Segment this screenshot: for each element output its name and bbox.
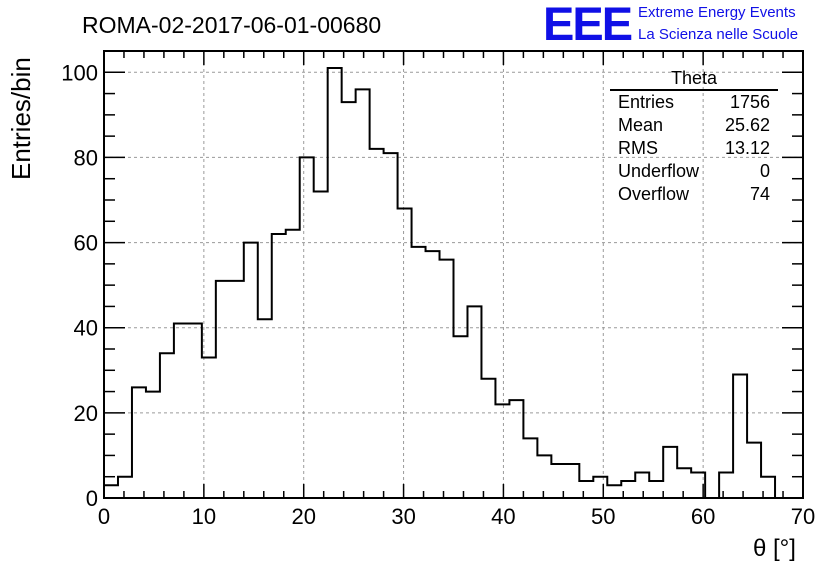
- histogram-bin: [565, 464, 579, 498]
- stats-row-mean: Mean 25.62: [610, 114, 778, 137]
- histogram-bin: [677, 468, 691, 498]
- histogram-bin: [384, 153, 398, 498]
- stats-title: Theta: [610, 68, 778, 91]
- histogram-bin: [509, 400, 523, 498]
- axes: [103, 50, 804, 499]
- x-tick-label: 10: [192, 504, 216, 529]
- x-tick-label: 40: [491, 504, 515, 529]
- histogram-bin: [174, 323, 188, 498]
- y-tick-label: 100: [61, 60, 98, 85]
- y-tick-label: 80: [74, 145, 98, 170]
- histogram-bin: [188, 323, 202, 498]
- histogram-bin: [356, 89, 370, 498]
- plot-frame: [103, 50, 804, 499]
- stats-value: 74: [749, 184, 770, 204]
- stats-row-entries: Entries 1756: [610, 91, 778, 114]
- y-tick-label: 0: [86, 486, 98, 511]
- histogram-bin: [719, 472, 733, 498]
- histogram-bin: [118, 477, 132, 498]
- histogram-bin: [328, 68, 342, 498]
- y-tick-label: 60: [74, 231, 98, 256]
- logo-subtitle-line1: Extreme Energy Events: [638, 4, 796, 21]
- histogram-outline: [103, 67, 803, 499]
- histogram-bin: [454, 336, 468, 498]
- histogram-bin: [495, 404, 509, 498]
- y-tick-label: 20: [74, 401, 98, 426]
- x-axis-label: θ [°]: [753, 535, 796, 562]
- stats-row-underflow: Underflow 0: [610, 160, 778, 183]
- histogram-bin: [635, 472, 649, 498]
- stats-row-rms: RMS 13.12: [610, 137, 778, 160]
- x-tick-label: 50: [591, 504, 615, 529]
- y-axis-label: Entries/bin: [6, 57, 36, 180]
- histogram-bin: [412, 247, 426, 498]
- stats-label: Underflow: [618, 161, 700, 181]
- stats-value: 25.62: [724, 115, 770, 135]
- histogram-bin: [733, 375, 747, 498]
- histogram-bin: [230, 281, 244, 498]
- histogram-bin: [132, 387, 146, 498]
- histogram-bin: [579, 481, 593, 498]
- histogram-bin: [216, 281, 230, 498]
- histogram-bin: [244, 243, 258, 498]
- histogram-bin: [649, 481, 663, 498]
- x-tick-label: 70: [791, 504, 815, 529]
- stats-rows: Entries 1756 Mean 25.62 RMS 13.12 Underflow 0 Ov…: [610, 91, 778, 206]
- stats-value: 0: [759, 161, 770, 181]
- logo-subtitle-line2: La Scienza nelle Scuole: [638, 26, 799, 43]
- histogram-bin: [146, 392, 160, 498]
- histogram-bin: [286, 230, 300, 498]
- histogram-bin: [467, 306, 481, 498]
- histogram-bin: [258, 319, 272, 498]
- histogram-bin: [523, 438, 537, 498]
- histogram-bin: [663, 447, 677, 498]
- histogram-bin: [747, 443, 761, 498]
- histogram-bin: [593, 477, 607, 498]
- histogram-bin: [481, 379, 495, 498]
- stats-label: Entries: [618, 92, 675, 112]
- histogram-bin: [398, 209, 412, 498]
- tick-labels: 0 10 20 30 40 50 60 70 0 20 40 60 80 100: [61, 60, 815, 529]
- x-tick-label: 0: [98, 504, 110, 529]
- histogram-bin: [537, 455, 551, 498]
- histogram-bin: [440, 260, 454, 498]
- y-tick-label: 40: [74, 316, 98, 341]
- grid-lines: [104, 51, 803, 498]
- histogram-bin: [426, 251, 440, 498]
- stats-row-overflow: Overflow 74: [610, 183, 778, 206]
- stats-label: RMS: [618, 138, 658, 158]
- x-tick-label: 30: [391, 504, 415, 529]
- histogram-bin: [160, 353, 174, 498]
- histogram-bin: [202, 358, 216, 498]
- x-tick-label: 20: [291, 504, 315, 529]
- stats-label: Mean: [618, 115, 664, 135]
- stats-value: 13.12: [724, 138, 770, 158]
- histogram-series: [103, 67, 803, 499]
- stats-label: Overflow: [618, 184, 690, 204]
- x-tick-label: 60: [691, 504, 715, 529]
- histogram-bin: [607, 485, 621, 498]
- histogram-bin: [300, 157, 314, 498]
- chart-title: ROMA-02-2017-06-01-00680: [82, 12, 382, 38]
- histogram-bin: [342, 102, 356, 498]
- histogram-bin: [370, 149, 384, 498]
- histogram-bin: [314, 191, 328, 498]
- stats-box: Theta Entries 1756 Mean 25.62 RMS 13.12 Underf…: [610, 68, 778, 206]
- histogram-bin: [272, 234, 286, 498]
- eee-logo: EEE: [543, 0, 633, 50]
- stats-value: 1756: [729, 92, 770, 112]
- histogram-bin: [104, 485, 118, 498]
